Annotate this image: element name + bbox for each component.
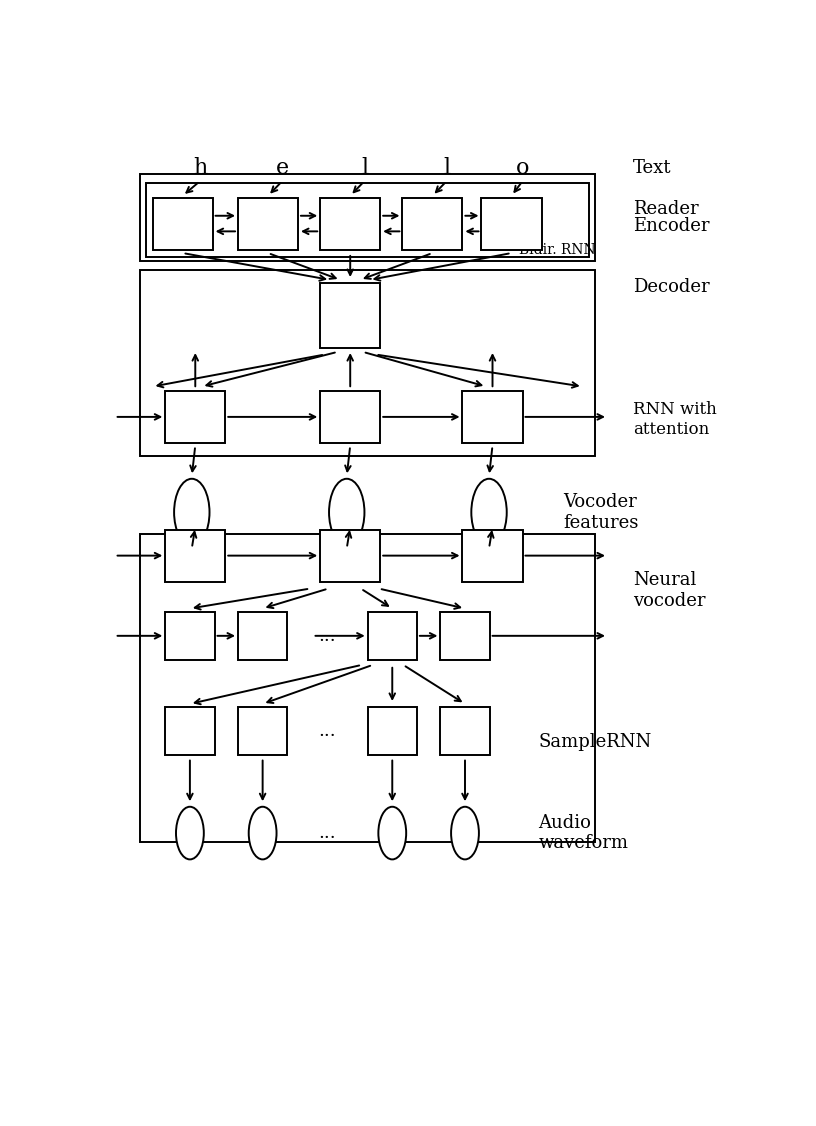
Text: ...: ... [318,824,336,842]
Bar [140,269,595,456]
Text: Vocoder
features: Vocoder features [564,493,639,531]
Text: l: l [443,157,450,179]
Bar [165,529,225,582]
Bar [165,707,215,756]
Bar [140,175,595,261]
Text: Decoder: Decoder [633,278,710,296]
Text: Reader: Reader [633,199,698,217]
Bar [320,283,380,348]
Bar [320,529,380,582]
Bar [367,707,417,756]
Bar [238,197,298,250]
Ellipse shape [472,479,507,546]
Bar [320,391,380,443]
Bar [481,197,542,250]
Ellipse shape [249,806,277,859]
Text: Text: Text [633,159,672,177]
Ellipse shape [329,479,365,546]
Bar [402,197,463,250]
Text: l: l [361,157,368,179]
Bar [463,529,522,582]
Bar [165,613,215,660]
Bar [463,391,522,443]
Bar [146,182,589,257]
Text: RNN with
attention: RNN with attention [633,401,717,438]
Bar [441,613,490,660]
Text: ...: ... [318,627,336,645]
Bar [238,707,287,756]
Text: h: h [193,157,207,179]
Bar [140,534,595,842]
Bar [320,197,380,250]
Ellipse shape [176,806,204,859]
Text: o: o [516,157,530,179]
Text: Encoder: Encoder [633,217,710,235]
Ellipse shape [451,806,479,859]
Text: Bidir. RNN: Bidir. RNN [519,242,596,257]
Text: e: e [276,157,289,179]
Bar [238,613,287,660]
Bar [165,391,225,443]
Bar [441,707,490,756]
Text: Audio
waveform: Audio waveform [539,814,628,852]
Bar [367,613,417,660]
Bar [153,197,213,250]
Text: Neural
vocoder: Neural vocoder [633,571,706,609]
Text: SampleRNN: SampleRNN [539,733,652,751]
Ellipse shape [379,806,406,859]
Text: ...: ... [318,722,336,740]
Ellipse shape [174,479,210,546]
